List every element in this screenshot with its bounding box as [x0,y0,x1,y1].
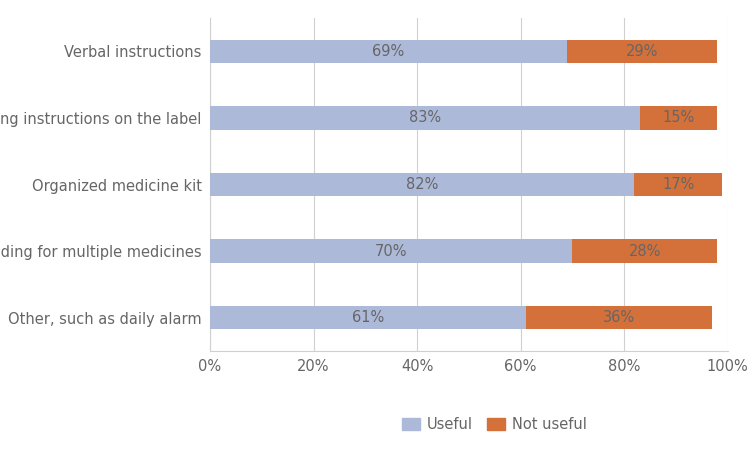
Text: 70%: 70% [375,243,407,259]
Bar [640,106,717,130]
Text: 17%: 17% [662,177,694,192]
Bar [634,173,722,196]
Text: 69%: 69% [373,44,405,59]
Bar [210,306,526,329]
Text: 28%: 28% [628,243,661,259]
Bar [210,173,634,196]
Text: 36%: 36% [603,310,635,325]
Text: 29%: 29% [626,44,658,59]
Bar [572,239,717,263]
Bar [210,239,572,263]
Bar [526,306,712,329]
Bar [210,106,640,130]
Legend: Useful, Not useful: Useful, Not useful [396,412,593,438]
Bar [567,40,717,63]
Text: 15%: 15% [662,110,694,126]
Text: 83%: 83% [409,110,441,126]
Text: 82%: 82% [406,177,438,192]
Text: 61%: 61% [352,310,384,325]
Bar [210,40,567,63]
